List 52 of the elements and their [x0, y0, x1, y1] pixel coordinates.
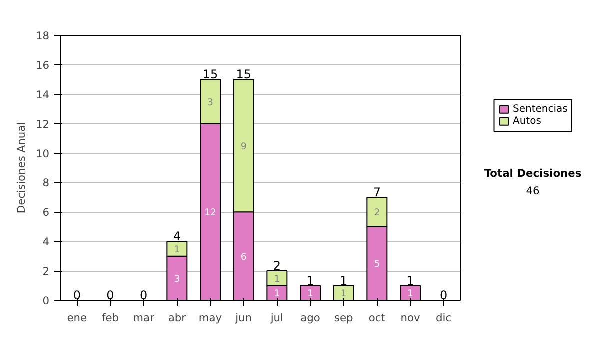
y-tick-label: 0	[42, 294, 50, 308]
total-label: 7	[373, 185, 381, 200]
x-tick-label: feb	[102, 312, 120, 324]
y-axis-title: Decisiones Anual	[14, 122, 28, 214]
total-label: 1	[340, 274, 348, 288]
y-tick-label: 18	[36, 30, 50, 42]
data-label: 1	[340, 288, 347, 300]
total-label: 0	[440, 288, 448, 302]
data-label: 3	[208, 97, 214, 108]
data-label: 3	[174, 274, 180, 285]
y-tick-label: 4	[42, 236, 50, 249]
data-label: 9	[240, 141, 247, 152]
total-label: 2	[273, 259, 281, 274]
total-label: 15	[202, 68, 218, 82]
total-label: 4	[173, 230, 181, 244]
y-tick-label: 10	[36, 147, 50, 160]
x-tick-label: mar	[133, 312, 156, 324]
total-label: 15	[236, 68, 252, 82]
total-label: 0	[73, 288, 81, 302]
total-label: 1	[306, 274, 314, 288]
y-tick-label: 12	[36, 118, 50, 131]
data-label: 1	[174, 244, 180, 256]
total-label: 1	[406, 274, 414, 288]
x-tick-label: jun	[234, 312, 252, 324]
x-tick-label: dic	[436, 312, 452, 324]
y-tick-label: 8	[42, 176, 50, 190]
legend-label: Autos	[513, 116, 542, 128]
total-label: 0	[140, 288, 148, 302]
x-tick-label: sep	[334, 312, 354, 324]
x-tick-label: ago	[300, 312, 320, 324]
data-label: 5	[374, 259, 380, 270]
x-tick-label: oct	[368, 312, 386, 324]
x-tick-label: abr	[168, 312, 187, 324]
y-tick-label: 14	[36, 88, 50, 102]
data-label: 1	[274, 288, 280, 300]
y-tick-label: 6	[42, 206, 50, 220]
data-label: 1	[308, 288, 314, 300]
x-tick-label: ene	[67, 312, 88, 324]
text: Total Decisiones	[484, 166, 582, 180]
x-tick-label: jul	[270, 312, 284, 324]
data-label: 12	[204, 208, 216, 219]
total-label: 0	[106, 288, 114, 302]
data-label: 2	[374, 208, 380, 219]
legend-label: Sentencias	[513, 104, 568, 116]
data-label: 1	[408, 288, 414, 300]
y-tick-label: 16	[36, 58, 50, 72]
x-tick-label: may	[198, 312, 222, 324]
y-tick-label: 2	[42, 265, 50, 278]
x-tick-label: nov	[400, 312, 420, 324]
text: 46	[526, 184, 540, 198]
data-label: 6	[240, 252, 247, 263]
data-label: 1	[274, 274, 280, 285]
